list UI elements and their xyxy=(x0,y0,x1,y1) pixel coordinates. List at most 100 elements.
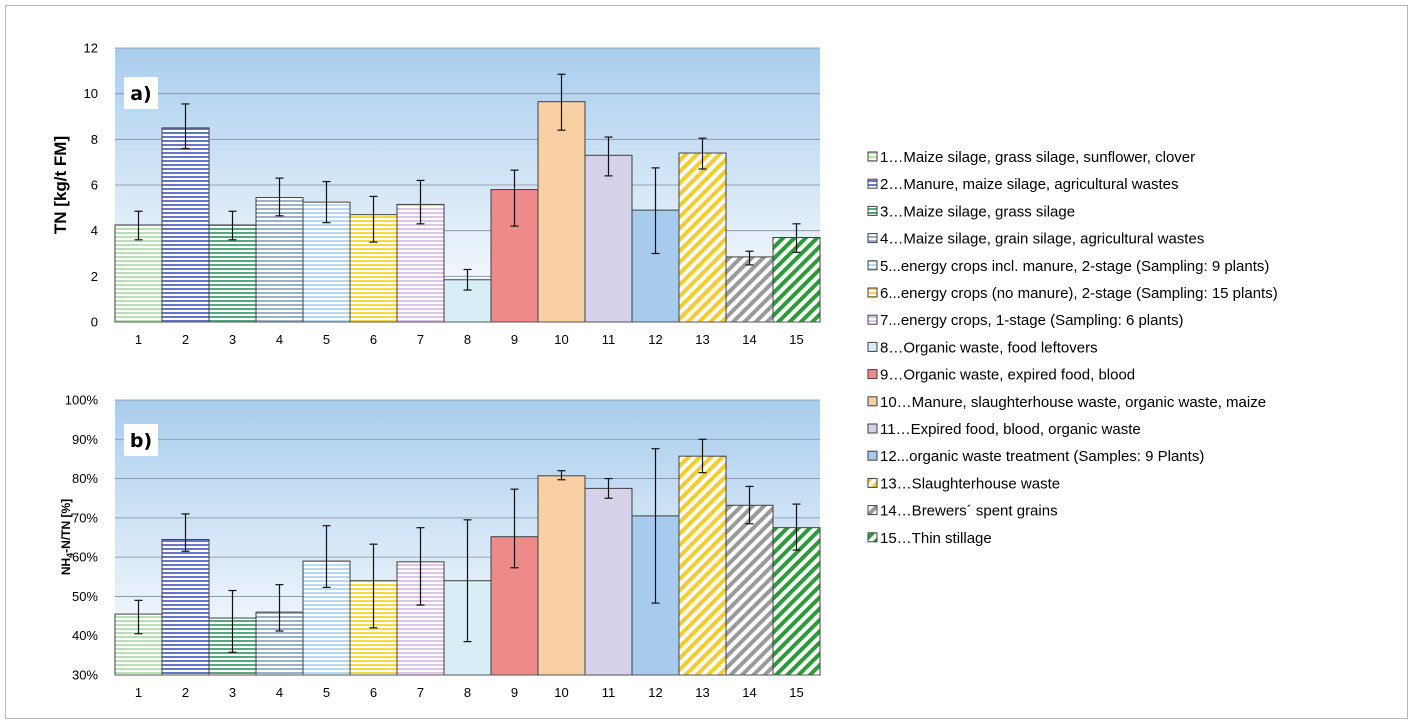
x-tick-label-b: 8 xyxy=(464,685,471,700)
legend-label-9: 9…Organic waste, expired food, blood xyxy=(880,367,1135,384)
bar-b-15 xyxy=(772,527,821,676)
legend-swatch-15 xyxy=(867,532,878,543)
x-tick-label-b: 10 xyxy=(554,685,568,700)
bar-a-10 xyxy=(537,101,586,323)
y-axis-label-b-sub: 4 xyxy=(65,553,75,558)
legend-label-5: 5...energy crops incl. manure, 2-stage (… xyxy=(880,258,1269,275)
y-tick-label-b: 70% xyxy=(72,510,98,525)
legend-swatch-12 xyxy=(867,450,878,461)
y-tick-label-b: 30% xyxy=(72,668,98,683)
x-tick-label-b: 1 xyxy=(135,685,142,700)
error-bars-a xyxy=(134,73,801,291)
legend-swatch-4 xyxy=(867,233,878,244)
legend-label-1: 1…Maize silage, grass silage, sunflower,… xyxy=(880,149,1195,166)
y-tick-label-b: 80% xyxy=(72,471,98,486)
x-tick-label-a: 15 xyxy=(789,332,803,347)
y-tick-label-b: 100% xyxy=(65,393,99,408)
y-axis-label-b-main: NH xyxy=(59,558,73,575)
y-tick-labels-a: 0 2 4 6 8 10 12 xyxy=(84,41,98,330)
y-tick-label-a: 4 xyxy=(91,223,98,238)
bars-a xyxy=(114,101,821,323)
bar-a-2 xyxy=(161,127,210,323)
legend-label-11: 11…Expired food, blood, organic waste xyxy=(880,421,1141,438)
x-tick-label-a: 14 xyxy=(742,332,756,347)
bar-a-12 xyxy=(631,209,680,323)
legend-swatch-8 xyxy=(867,341,878,352)
y-tick-label-a: 2 xyxy=(91,269,98,284)
legend-swatch-10 xyxy=(867,396,878,407)
x-tick-label-b: 11 xyxy=(602,685,616,700)
panel-label-box-b xyxy=(124,424,158,456)
x-tick-label-b: 7 xyxy=(417,685,424,700)
bar-b-2 xyxy=(161,538,210,676)
bar-a-14 xyxy=(725,256,774,323)
legend-label-12: 12...organic waste treatment (Samples: 9… xyxy=(880,448,1204,465)
bar-b-11 xyxy=(584,487,633,676)
legend-label-15: 15…Thin stillage xyxy=(880,530,992,547)
legend-label-14: 14…Brewers´ spent grains xyxy=(880,503,1058,520)
legend-label-3: 3…Maize silage, grass silage xyxy=(880,203,1075,220)
x-tick-label-a: 13 xyxy=(695,332,709,347)
legend-swatch-5 xyxy=(867,260,878,271)
x-tick-label-a: 9 xyxy=(511,332,518,347)
x-tick-label-b: 6 xyxy=(370,685,377,700)
x-tick-label-b: 4 xyxy=(276,685,283,700)
x-tick-label-a: 2 xyxy=(182,332,189,347)
x-tick-label-a: 10 xyxy=(554,332,568,347)
legend-swatch-11 xyxy=(867,423,878,434)
y-tick-label-b: 50% xyxy=(72,589,98,604)
legend-label-6: 6...energy crops (no manure), 2-stage (S… xyxy=(880,285,1278,302)
x-tick-label-a: 1 xyxy=(135,332,142,347)
y-tick-label-a: 8 xyxy=(91,132,98,147)
y-tick-label-a: 0 xyxy=(91,315,98,330)
x-tick-label-b: 2 xyxy=(182,685,189,700)
legend-swatch-9 xyxy=(867,369,878,380)
x-tick-label-a: 12 xyxy=(648,332,662,347)
x-tick-label-b: 15 xyxy=(789,685,803,700)
x-tick-label-b: 9 xyxy=(511,685,518,700)
legend-swatch-2 xyxy=(867,178,878,189)
x-tick-label-b: 14 xyxy=(742,685,756,700)
y-axis-label-b-rest: -N/TN [%] xyxy=(59,499,73,553)
x-tick-label-a: 4 xyxy=(276,332,283,347)
error-bars-b xyxy=(134,438,801,653)
x-tick-label-b: 12 xyxy=(648,685,662,700)
y-tick-label-b: 60% xyxy=(72,550,98,565)
bar-b-14 xyxy=(725,504,774,676)
x-tick-label-b: 13 xyxy=(695,685,709,700)
y-tick-label-b: 90% xyxy=(72,432,98,447)
x-tick-labels-a: 1 2 3 4 5 6 7 8 9 10 11 12 13 14 15 xyxy=(135,332,804,347)
y-tick-labels-b: 30% 40% 50% 60% 70% 80% 90% 100% xyxy=(65,393,99,683)
y-tick-label-a: 6 xyxy=(91,178,98,193)
legend-swatch-1 xyxy=(867,151,878,162)
legend-label-8: 8…Organic waste, food leftovers xyxy=(880,339,1098,356)
x-tick-label-b: 3 xyxy=(229,685,236,700)
legend-label-10: 10…Manure, slaughterhouse waste, organic… xyxy=(880,394,1266,411)
x-tick-label-a: 8 xyxy=(464,332,471,347)
panel-label-b: b) xyxy=(130,430,152,452)
bar-b-13 xyxy=(678,455,727,676)
bar-a-13 xyxy=(678,152,727,323)
legend-swatch-13 xyxy=(867,477,878,488)
panel-label-a: a) xyxy=(130,83,152,105)
y-axis-label-b: NH4-N/TN [%] xyxy=(59,499,75,575)
y-axis-label-a: TN [kg/t FM] xyxy=(51,136,70,234)
y-tick-label-a: 12 xyxy=(84,41,98,56)
y-tick-label-a: 10 xyxy=(84,86,98,101)
legend: 1…Maize silage, grass silage, sunflower,… xyxy=(867,149,1278,547)
legend-swatch-7 xyxy=(867,314,878,325)
x-tick-labels-b: 1 2 3 4 5 6 7 8 9 10 11 12 13 14 15 xyxy=(135,685,804,700)
legend-swatch-3 xyxy=(867,205,878,216)
x-tick-label-b: 5 xyxy=(323,685,330,700)
bar-a-11 xyxy=(584,154,633,323)
legend-label-13: 13…Slaughterhouse waste xyxy=(880,475,1060,492)
x-tick-label-a: 5 xyxy=(323,332,330,347)
legend-label-7: 7...energy crops, 1-stage (Sampling: 6 p… xyxy=(880,312,1184,329)
x-tick-label-a: 6 xyxy=(370,332,377,347)
panel-label-box-a xyxy=(124,77,158,109)
legend-swatch-14 xyxy=(867,505,878,516)
x-tick-label-a: 7 xyxy=(417,332,424,347)
y-tick-label-b: 40% xyxy=(72,628,98,643)
